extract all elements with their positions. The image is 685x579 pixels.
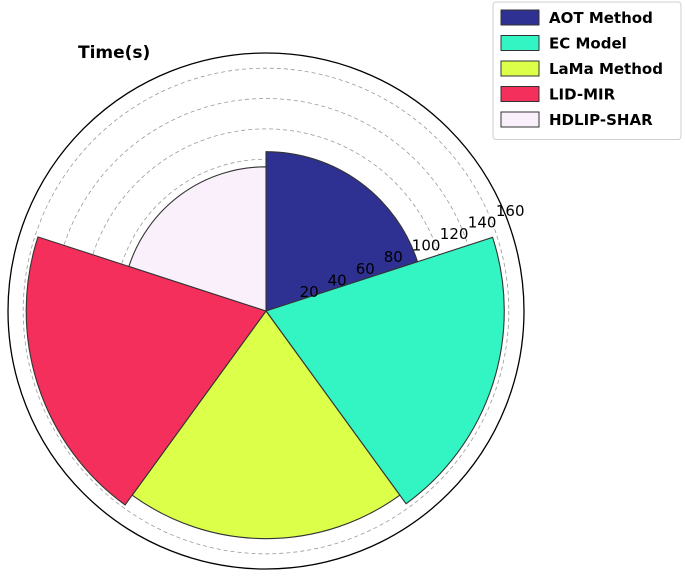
legend-swatch-hdlip-shar	[500, 111, 540, 128]
legend-label-lama-method: LaMa Method	[549, 60, 663, 78]
bar-lid-mir	[25, 236, 267, 506]
legend-label-aot-method: AOT Method	[549, 9, 653, 27]
rtick-label-120: 120	[440, 225, 469, 243]
rtick-label-160: 160	[496, 202, 525, 220]
bar-lama-method	[131, 310, 401, 540]
rtick-label-80: 80	[384, 248, 403, 266]
rtick-label-60: 60	[356, 260, 375, 278]
rtick-label-40: 40	[328, 272, 347, 290]
bar-aot-method	[265, 151, 419, 312]
legend-swatch-aot-method	[500, 9, 540, 26]
rtick-label-140: 140	[468, 213, 497, 231]
grid-circle-160	[22, 67, 510, 555]
y-axis-label: Time(s)	[78, 43, 150, 63]
polar-bars	[25, 151, 505, 540]
rtick-label-100: 100	[412, 237, 441, 255]
rtick-label-20: 20	[300, 283, 319, 301]
legend-label-hdlip-shar: HDLIP-SHAR	[549, 111, 653, 129]
legend-label-lid-mir: LID-MIR	[549, 86, 616, 104]
legend-label-ec-model: EC Model	[549, 35, 627, 53]
legend: AOT Method EC Model LaMa Method LID-MIR HDLI…	[492, 1, 682, 140]
legend-frame	[492, 1, 682, 140]
bar-hdlip-shar	[128, 166, 267, 312]
legend-swatch-ec-model	[500, 35, 540, 51]
legend-swatch-lama-method	[500, 60, 540, 77]
legend-swatch-lid-mir	[500, 86, 540, 102]
bar-ec-model	[265, 236, 505, 505]
polar-outer-ring	[7, 52, 525, 570]
